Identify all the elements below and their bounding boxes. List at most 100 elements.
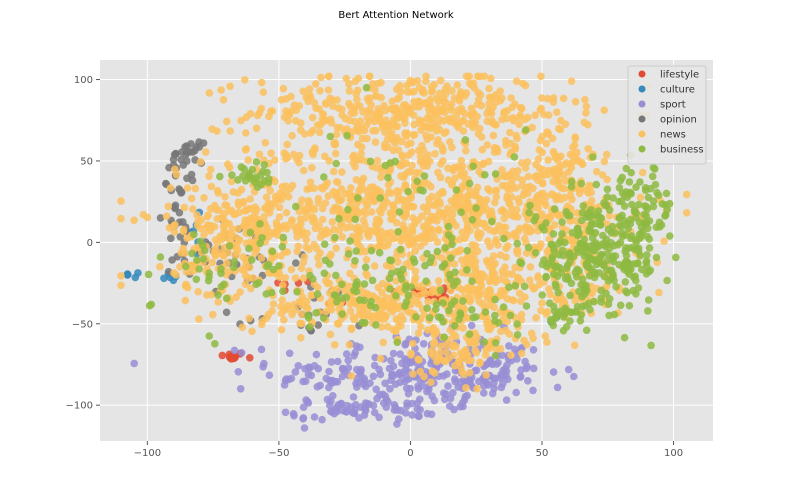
- point-business: [588, 211, 596, 220]
- point-sport: [361, 382, 370, 391]
- point-sport: [236, 385, 245, 393]
- point-news: [326, 115, 335, 124]
- point-news: [520, 336, 528, 345]
- point-sport: [401, 355, 409, 363]
- point-news: [327, 250, 335, 259]
- point-business: [576, 317, 585, 325]
- point-business: [558, 218, 566, 226]
- point-news: [499, 172, 508, 180]
- point-news: [377, 173, 385, 181]
- point-news: [219, 96, 228, 104]
- point-sport: [344, 356, 353, 365]
- point-business: [362, 83, 371, 92]
- point-business: [636, 178, 644, 186]
- point-business: [559, 313, 568, 321]
- point-news: [403, 140, 412, 149]
- point-news: [352, 102, 361, 111]
- point-news: [466, 186, 474, 195]
- point-news: [275, 273, 284, 281]
- point-news: [302, 243, 311, 251]
- point-news: [410, 87, 418, 96]
- point-sport: [334, 357, 342, 366]
- point-business: [585, 299, 593, 308]
- point-news: [517, 310, 526, 319]
- point-business: [368, 276, 377, 285]
- legend-label-business: business: [660, 145, 704, 156]
- point-news: [376, 354, 385, 363]
- point-news: [581, 96, 589, 104]
- point-news: [429, 340, 438, 348]
- point-news: [507, 193, 516, 201]
- point-business: [393, 338, 402, 347]
- point-business: [205, 332, 213, 340]
- point-sport: [511, 345, 519, 354]
- point-news: [372, 215, 381, 224]
- point-news: [378, 288, 386, 297]
- point-news: [363, 271, 372, 280]
- point-news: [442, 348, 450, 357]
- point-business: [644, 193, 653, 202]
- point-sport: [512, 388, 520, 397]
- point-news: [392, 122, 401, 131]
- x-tick-label: 0: [407, 448, 413, 459]
- point-news: [538, 94, 546, 102]
- point-news: [117, 281, 125, 290]
- point-sport: [327, 358, 336, 366]
- point-business: [603, 241, 611, 249]
- point-news: [323, 279, 332, 288]
- point-news: [282, 182, 290, 190]
- point-news: [498, 115, 506, 124]
- point-news: [193, 211, 201, 219]
- y-tick-label: 0: [87, 238, 93, 249]
- point-sport: [300, 424, 309, 432]
- point-business: [445, 306, 453, 315]
- point-news: [417, 323, 425, 331]
- point-business: [344, 250, 353, 258]
- point-news: [291, 117, 300, 125]
- point-news: [415, 356, 423, 364]
- point-news: [277, 252, 285, 260]
- point-news: [484, 157, 493, 166]
- point-news: [418, 88, 427, 96]
- point-business: [468, 216, 477, 224]
- point-news: [381, 143, 389, 152]
- point-news: [571, 98, 580, 106]
- point-news: [509, 167, 517, 176]
- point-news: [389, 210, 398, 218]
- point-news: [218, 214, 227, 222]
- point-business: [607, 229, 616, 237]
- point-business: [352, 281, 361, 289]
- point-business: [542, 273, 550, 282]
- point-news: [454, 123, 463, 132]
- point-business: [481, 308, 490, 316]
- point-sport: [414, 412, 423, 420]
- point-business: [410, 258, 419, 266]
- point-business: [468, 306, 476, 314]
- point-news: [454, 358, 463, 366]
- point-news: [426, 157, 434, 166]
- point-news: [350, 315, 359, 324]
- point-news: [411, 247, 420, 255]
- point-sport: [338, 372, 347, 381]
- point-business: [335, 214, 343, 223]
- point-news: [574, 157, 583, 165]
- point-business: [552, 283, 560, 291]
- point-news: [316, 87, 324, 95]
- point-news: [355, 233, 364, 242]
- point-news: [473, 231, 482, 240]
- point-business: [589, 153, 597, 161]
- point-news: [241, 76, 249, 84]
- point-business: [663, 276, 671, 285]
- point-business: [360, 296, 369, 305]
- point-news: [317, 184, 326, 192]
- point-news: [480, 219, 489, 228]
- point-sport: [522, 364, 531, 373]
- point-news: [275, 213, 284, 221]
- point-business: [525, 208, 533, 217]
- point-sport: [257, 345, 266, 354]
- point-news: [476, 72, 484, 81]
- point-sport: [310, 413, 319, 421]
- point-news: [372, 228, 381, 236]
- point-business: [145, 301, 154, 310]
- point-business: [597, 298, 605, 306]
